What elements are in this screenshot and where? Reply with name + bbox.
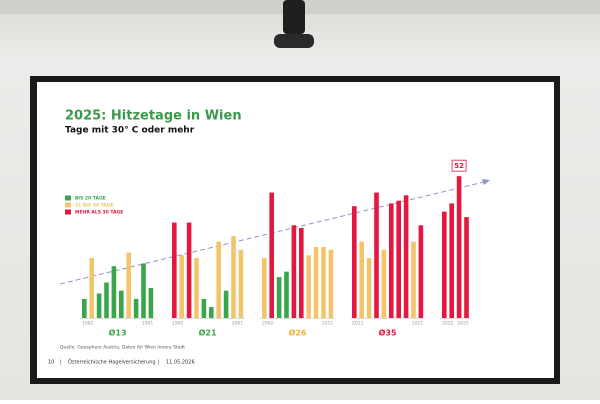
bar [119,290,124,318]
bar [389,203,394,318]
bar [366,258,372,318]
bar [381,249,387,318]
trend-arrow [482,179,490,185]
bar [352,206,357,318]
bar [464,217,469,318]
bar [148,288,154,318]
bar [276,277,282,318]
legend-swatch [65,209,71,215]
footer-separator: | [158,360,160,366]
legend-swatch [65,202,71,208]
bar [96,293,102,318]
bar [111,266,117,318]
bar [82,298,87,318]
bar [291,225,297,318]
bar [141,263,146,318]
chart-subtitle: Tage mit 30° C oder mehr [65,126,195,136]
footer-date: 11.05.2026 [166,360,195,366]
bar [449,203,454,318]
legend-label: MEHR ALS 30 TAGE [75,210,123,216]
bar [442,211,447,318]
bar [231,236,236,318]
bar [359,241,364,318]
footer-separator: | [60,360,62,366]
group-start-label: 2012 [352,321,364,327]
source: Quelle: Geosphere Austria, Daten für Wie… [60,345,185,351]
group-start-label: 2022 [442,321,454,327]
bar [396,200,401,318]
bar [418,225,424,318]
bar [104,282,109,318]
bar [328,249,334,318]
group-average: Ø13 [109,328,127,338]
legend-label: BIS 20 TAGE [75,196,106,202]
bar [133,298,139,318]
bar [194,258,199,318]
bar [284,271,289,318]
bar [216,241,221,318]
group-average: Ø26 [289,328,307,338]
camera [283,0,305,34]
bar [172,222,177,318]
footer-company: Österreichische Hagelversicherung [68,359,156,366]
bar [299,228,304,318]
group-end-label: 2011 [322,321,334,327]
bar [403,195,409,318]
bar [126,252,131,318]
bar [201,298,207,318]
bar [179,255,184,318]
bar [209,307,214,318]
bar [269,192,274,318]
bar [411,241,416,318]
bar [186,222,192,318]
bar [306,255,311,318]
bar [223,290,229,318]
group-average: Ø21 [199,328,217,338]
bar [238,249,244,318]
bar [313,247,319,318]
bar [262,258,267,318]
group-start-label: 1992 [172,321,184,327]
group-end-label: 2021 [412,321,424,327]
bar [374,192,379,318]
value-label: 52 [454,162,464,170]
legend-label: 21 BIS 30 TAGE [75,203,114,209]
footer-page: 10 [48,360,54,366]
bar [89,258,94,318]
group-end-label: 2001 [232,321,244,327]
group-average: Ø35 [379,328,397,338]
chart-title: 2025: Hitzetage in Wien [65,109,242,124]
value-label-box [451,159,467,172]
group-start-label: 1982 [82,321,94,327]
bar [456,176,462,318]
camera-mount [274,34,314,48]
bar [321,247,326,318]
group-end-label: 1991 [142,321,154,327]
group-start-label: 2002 [262,321,274,327]
legend-swatch [65,195,71,201]
group-end-label: 2025 [457,321,469,327]
